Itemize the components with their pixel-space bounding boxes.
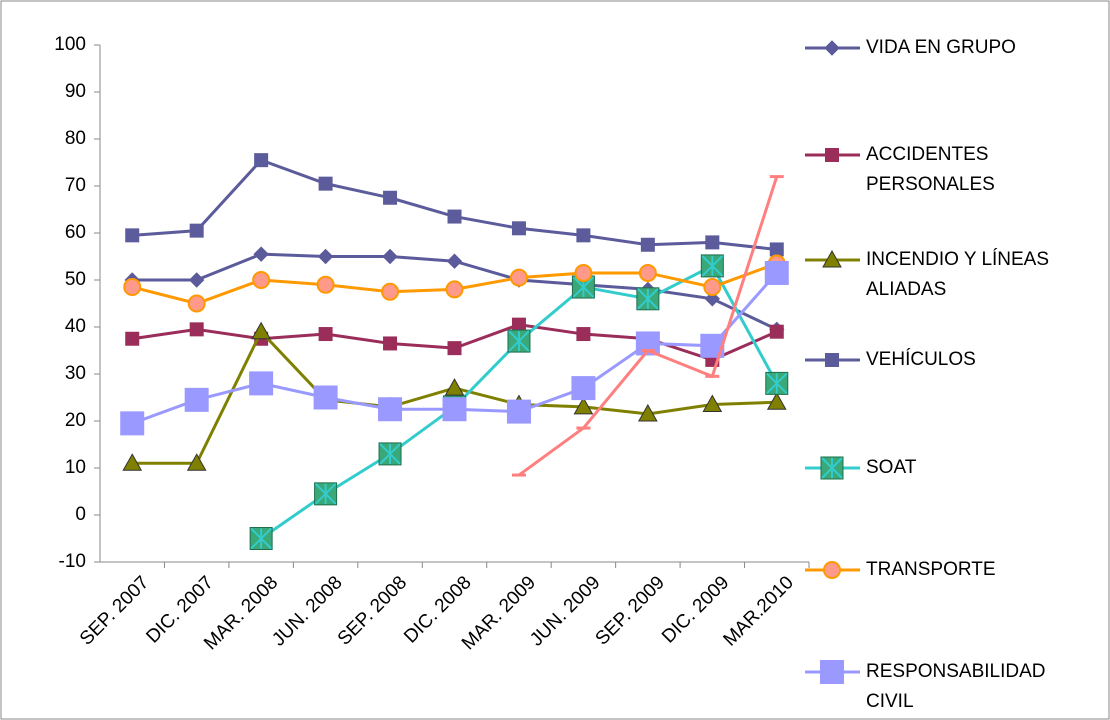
marker [822, 249, 842, 268]
marker-x [766, 372, 788, 395]
marker-x [701, 255, 724, 277]
y-tick-label: 90 [65, 81, 86, 102]
marker [820, 660, 844, 684]
marker [252, 271, 271, 289]
marker [253, 246, 269, 262]
marker-x [250, 527, 272, 550]
marker [378, 442, 402, 466]
y-tick-label: 10 [65, 457, 86, 478]
marker [511, 317, 526, 332]
marker [314, 482, 338, 506]
marker [447, 341, 462, 356]
marker [317, 248, 334, 265]
marker [254, 153, 269, 168]
marker [825, 148, 839, 162]
marker [820, 456, 844, 480]
marker [382, 248, 398, 265]
marker [251, 321, 271, 340]
marker [576, 327, 591, 342]
marker [187, 294, 206, 313]
legend-label: VEHÍCULOS [866, 349, 976, 370]
marker [184, 387, 209, 412]
marker [249, 371, 274, 396]
legend-label: TRANSPORTE [866, 559, 996, 580]
marker [122, 453, 143, 471]
marker [824, 40, 840, 56]
marker [249, 527, 273, 550]
y-tick-label: 80 [65, 128, 86, 149]
marker [705, 235, 720, 250]
marker [576, 228, 591, 243]
marker [640, 237, 655, 252]
marker [573, 396, 594, 415]
legend-label: INCENDIO Y LÍNEAS ALIADAS [866, 249, 1049, 300]
marker [186, 453, 207, 471]
marker-x [637, 288, 659, 310]
marker [638, 403, 658, 422]
marker [447, 209, 462, 224]
marker [188, 272, 205, 288]
marker [511, 221, 526, 236]
marker [444, 378, 465, 396]
marker [445, 280, 464, 299]
marker [765, 371, 789, 395]
y-tick-label: 60 [65, 222, 86, 243]
marker [636, 287, 660, 311]
marker [764, 260, 789, 285]
y-tick-label: 100 [54, 34, 86, 55]
legend-label: SOAT [866, 457, 917, 478]
marker-x [314, 483, 337, 505]
marker [700, 254, 724, 278]
marker [769, 242, 784, 257]
marker [442, 397, 467, 422]
marker [120, 411, 145, 436]
marker [316, 275, 335, 294]
y-tick-label: 70 [65, 175, 86, 196]
y-tick-label: 50 [65, 269, 86, 290]
marker [703, 278, 722, 297]
marker [313, 385, 338, 410]
marker [378, 397, 403, 422]
marker [318, 327, 333, 342]
marker [574, 263, 593, 282]
marker [638, 263, 657, 282]
marker [507, 329, 531, 353]
marker [825, 353, 839, 367]
marker [189, 223, 204, 238]
marker [702, 394, 723, 413]
marker [381, 282, 400, 301]
marker [125, 331, 140, 346]
legend-label: VIDA EN GRUPO [866, 37, 1016, 58]
y-tick-label: 0 [75, 504, 86, 525]
legend-label: RESPONSABILIDAD CIVIL [866, 661, 1046, 712]
marker [571, 376, 596, 401]
marker-x [379, 443, 401, 465]
marker [769, 324, 784, 339]
marker [509, 268, 528, 287]
marker [383, 336, 398, 351]
marker [766, 392, 787, 410]
marker [823, 561, 841, 579]
marker [189, 322, 204, 337]
marker [383, 190, 398, 205]
y-tick-label: 30 [65, 363, 86, 384]
marker [446, 253, 463, 269]
marker-x [821, 457, 843, 479]
marker [506, 399, 531, 424]
marker [125, 228, 140, 243]
marker-x [508, 330, 530, 352]
marker [318, 176, 333, 191]
marker [123, 278, 142, 297]
legend-label: ACCIDENTES PERSONALES [866, 144, 995, 195]
y-tick-label: 20 [65, 410, 86, 431]
y-tick-label: -10 [59, 551, 86, 572]
y-tick-label: 40 [65, 316, 86, 337]
